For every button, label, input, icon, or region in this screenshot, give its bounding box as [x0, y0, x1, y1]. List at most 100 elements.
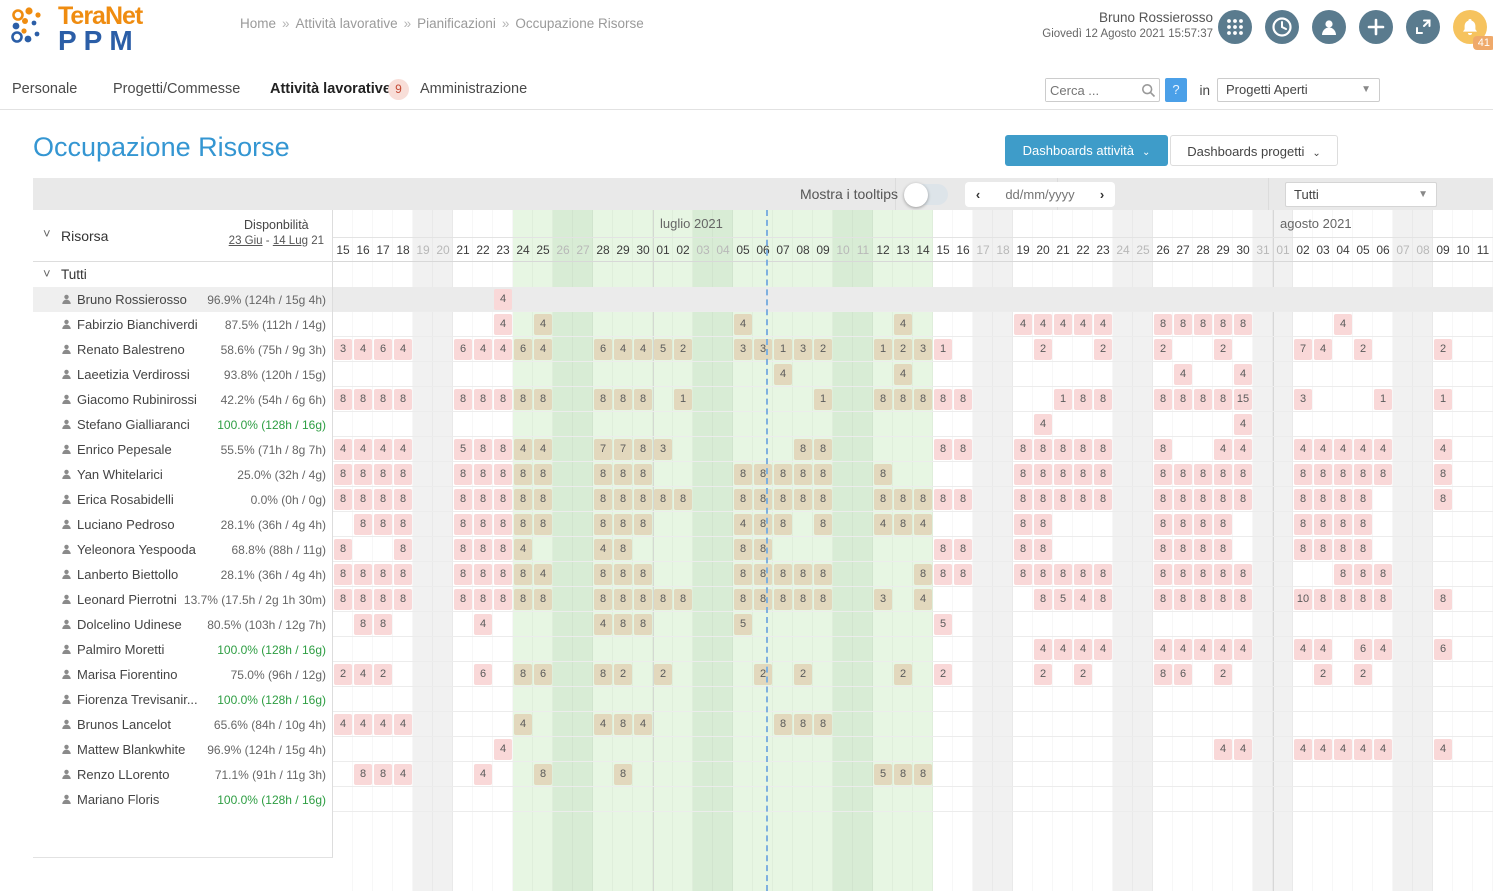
chevron-down-icon[interactable]: ˅: [43, 226, 51, 241]
nav-item-personale[interactable]: Personale: [12, 81, 78, 97]
workload-cell[interactable]: 8: [954, 539, 972, 560]
workload-cell[interactable]: 4: [394, 339, 412, 360]
workload-cell[interactable]: 8: [1074, 389, 1092, 410]
workload-cell[interactable]: 8: [354, 514, 372, 535]
workload-cell[interactable]: 8: [1014, 539, 1032, 560]
workload-cell[interactable]: 8: [774, 464, 792, 485]
workload-cell[interactable]: 4: [354, 439, 372, 460]
workload-cell[interactable]: 8: [1034, 514, 1052, 535]
workload-cell[interactable]: 8: [394, 464, 412, 485]
workload-cell[interactable]: 8: [754, 464, 772, 485]
workload-cell[interactable]: 6: [514, 339, 532, 360]
workload-cell[interactable]: 8: [1154, 314, 1172, 335]
workload-cell[interactable]: 8: [474, 539, 492, 560]
resource-row[interactable]: Mariano Floris 100.0% (128h / 16g): [33, 787, 332, 812]
resource-row[interactable]: Renzo LLorento 71.1% (91h / 11g 3h): [33, 762, 332, 787]
workload-cell[interactable]: 7: [614, 439, 632, 460]
workload-cell[interactable]: 1: [774, 339, 792, 360]
workload-cell[interactable]: 8: [1214, 589, 1232, 610]
workload-cell[interactable]: 8: [354, 489, 372, 510]
workload-cell[interactable]: 8: [774, 489, 792, 510]
workload-cell[interactable]: 4: [514, 714, 532, 735]
workload-cell[interactable]: 4: [874, 514, 892, 535]
timeline-row[interactable]: 8 8 8 8 8 8 8 8 8 8 8 8 8 8 8 8 8 8 8 3 4 8 5 4 8 8 8 8 8 8 10 8 8 8 8 8: [333, 587, 1493, 612]
workload-cell[interactable]: 8: [894, 489, 912, 510]
workload-cell[interactable]: 4: [734, 514, 752, 535]
workload-cell[interactable]: 8: [634, 389, 652, 410]
search-help-button[interactable]: ?: [1165, 78, 1187, 102]
workload-cell[interactable]: 8: [374, 589, 392, 610]
workload-cell[interactable]: 8: [1014, 464, 1032, 485]
workload-cell[interactable]: 8: [914, 564, 932, 585]
workload-cell[interactable]: 8: [914, 764, 932, 785]
workload-cell[interactable]: 8: [674, 489, 692, 510]
resource-row[interactable]: Leonard Pierrotni 13.7% (17.5h / 2g 1h 30…: [33, 587, 332, 612]
workload-cell[interactable]: 8: [394, 589, 412, 610]
workload-cell[interactable]: 8: [814, 589, 832, 610]
workload-cell[interactable]: 8: [614, 464, 632, 485]
workload-cell[interactable]: 8: [1354, 514, 1372, 535]
workload-cell[interactable]: 8: [534, 489, 552, 510]
workload-cell[interactable]: 8: [334, 464, 352, 485]
workload-cell[interactable]: 3: [914, 339, 932, 360]
workload-cell[interactable]: 8: [374, 464, 392, 485]
workload-cell[interactable]: 1: [934, 339, 952, 360]
workload-cell[interactable]: 8: [1014, 439, 1032, 460]
workload-cell[interactable]: 8: [454, 564, 472, 585]
workload-cell[interactable]: 8: [1374, 564, 1392, 585]
workload-cell[interactable]: 8: [374, 564, 392, 585]
workload-cell[interactable]: 8: [654, 489, 672, 510]
workload-cell[interactable]: 8: [534, 389, 552, 410]
period-end-link[interactable]: 14 Lug: [272, 235, 308, 247]
workload-cell[interactable]: 2: [1094, 339, 1112, 360]
workload-cell[interactable]: 8: [1054, 439, 1072, 460]
nav-attivita-badge[interactable]: 9: [388, 79, 409, 100]
workload-cell[interactable]: 4: [354, 714, 372, 735]
workload-cell[interactable]: 8: [1074, 489, 1092, 510]
workload-cell[interactable]: 8: [474, 589, 492, 610]
workload-cell[interactable]: 4: [1034, 414, 1052, 435]
workload-cell[interactable]: 8: [1154, 539, 1172, 560]
resource-row[interactable]: Stefano Gialliaranci 100.0% (128h / 16g): [33, 412, 332, 437]
workload-cell[interactable]: 8: [1034, 564, 1052, 585]
workload-cell[interactable]: 4: [1294, 739, 1312, 760]
workload-cell[interactable]: 4: [914, 589, 932, 610]
breadcrumb-item[interactable]: Home: [240, 16, 277, 31]
expand-icon[interactable]: [1406, 10, 1440, 44]
workload-cell[interactable]: 8: [934, 539, 952, 560]
workload-cell[interactable]: 5: [654, 339, 672, 360]
workload-cell[interactable]: 4: [594, 614, 612, 635]
workload-cell[interactable]: 8: [594, 514, 612, 535]
workload-cell[interactable]: 8: [1374, 464, 1392, 485]
workload-cell[interactable]: 8: [1314, 489, 1332, 510]
workload-cell[interactable]: 2: [614, 664, 632, 685]
workload-cell[interactable]: 8: [334, 564, 352, 585]
workload-cell[interactable]: 8: [1074, 439, 1092, 460]
workload-cell[interactable]: 3: [754, 339, 772, 360]
workload-cell[interactable]: 4: [394, 439, 412, 460]
workload-cell[interactable]: 8: [514, 464, 532, 485]
resource-row[interactable]: Palmiro Moretti 100.0% (128h / 16g): [33, 637, 332, 662]
workload-cell[interactable]: 4: [1374, 639, 1392, 660]
workload-cell[interactable]: 8: [454, 539, 472, 560]
workload-cell[interactable]: 4: [734, 314, 752, 335]
workload-cell[interactable]: 1: [1434, 389, 1452, 410]
workload-cell[interactable]: 4: [534, 314, 552, 335]
workload-cell[interactable]: 7: [1294, 339, 1312, 360]
workload-cell[interactable]: 4: [1174, 364, 1192, 385]
workload-cell[interactable]: 8: [354, 464, 372, 485]
nav-item-attivita-lavorative[interactable]: Attività lavorative: [270, 81, 391, 97]
workload-cell[interactable]: 8: [754, 589, 772, 610]
workload-cell[interactable]: 8: [814, 514, 832, 535]
workload-cell[interactable]: 8: [354, 389, 372, 410]
workload-cell[interactable]: 8: [874, 464, 892, 485]
workload-cell[interactable]: 8: [734, 589, 752, 610]
workload-cell[interactable]: 8: [1094, 439, 1112, 460]
workload-cell[interactable]: 2: [1034, 339, 1052, 360]
workload-cell[interactable]: 8: [1034, 489, 1052, 510]
workload-cell[interactable]: 8: [1314, 514, 1332, 535]
workload-cell[interactable]: 4: [474, 614, 492, 635]
